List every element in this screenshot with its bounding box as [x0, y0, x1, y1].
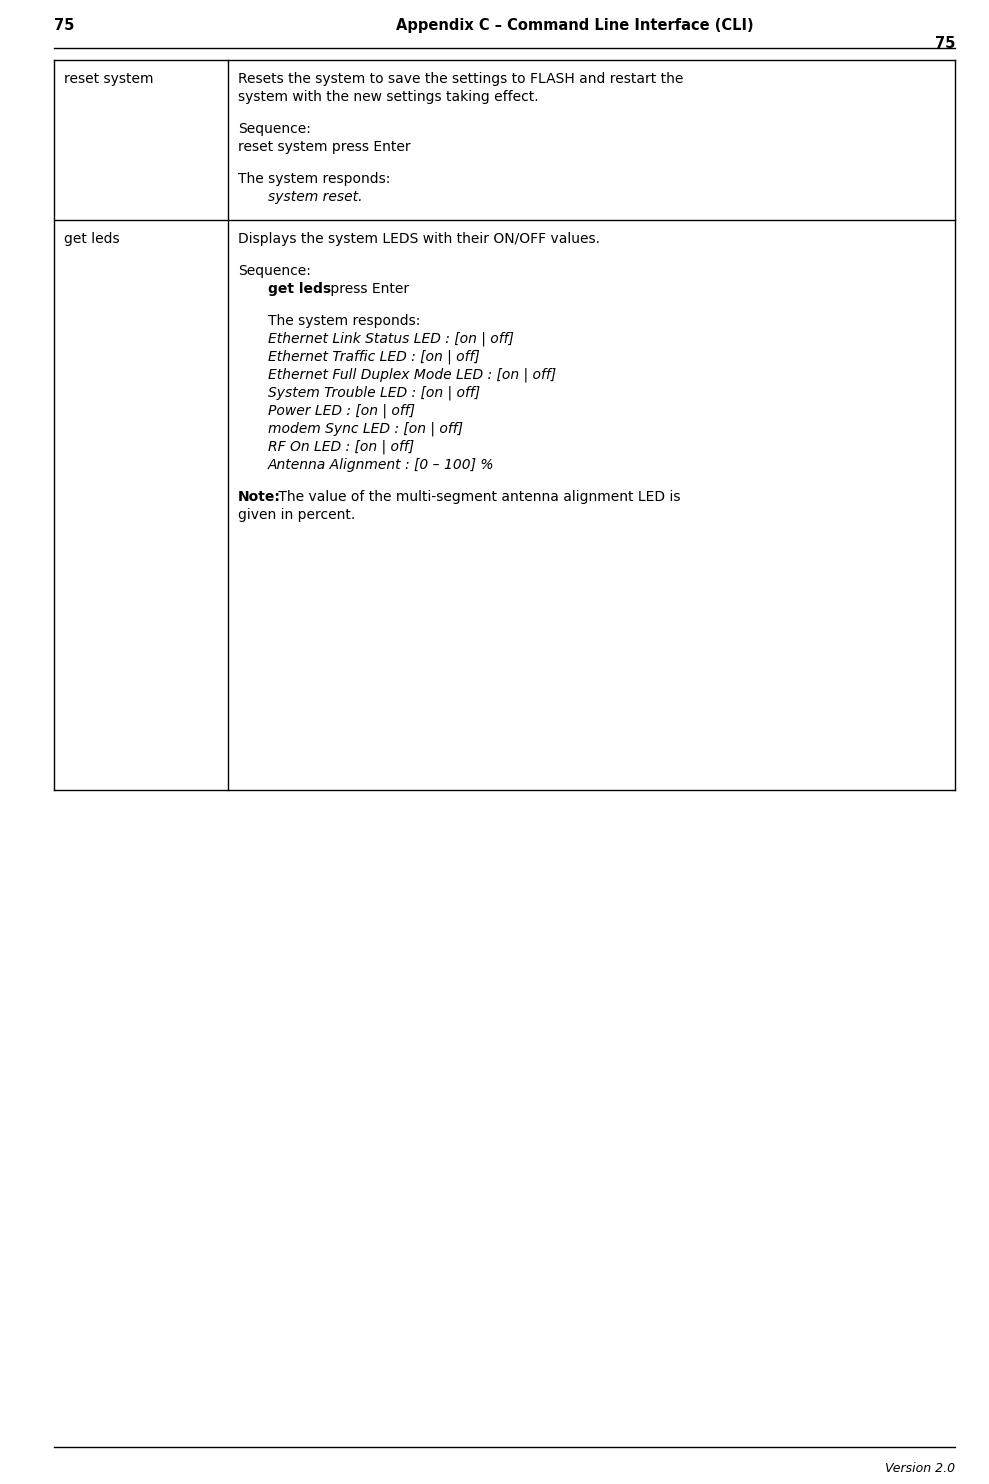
Text: Appendix C – Command Line Interface (CLI): Appendix C – Command Line Interface (CLI…: [396, 18, 754, 33]
Text: Antenna Alignment : [0 – 100] %: Antenna Alignment : [0 – 100] %: [268, 459, 494, 472]
Text: reset system press Enter: reset system press Enter: [238, 139, 410, 154]
Text: 75: 75: [935, 36, 955, 50]
Text: System Trouble LED : [on | off]: System Trouble LED : [on | off]: [268, 386, 480, 401]
Text: Resets the system to save the settings to FLASH and restart the: Resets the system to save the settings t…: [238, 73, 683, 86]
Text: The system responds:: The system responds:: [238, 172, 391, 186]
Text: RF On LED : [on | off]: RF On LED : [on | off]: [268, 439, 414, 454]
Text: system reset.: system reset.: [268, 190, 363, 203]
Text: given in percent.: given in percent.: [238, 508, 355, 522]
Text: Sequence:: Sequence:: [238, 122, 311, 137]
Text: reset system: reset system: [64, 73, 153, 86]
Text: Displays the system LEDS with their ON/OFF values.: Displays the system LEDS with their ON/O…: [238, 232, 600, 246]
Text: Ethernet Traffic LED : [on | off]: Ethernet Traffic LED : [on | off]: [268, 350, 480, 365]
Text: Power LED : [on | off]: Power LED : [on | off]: [268, 404, 415, 418]
Text: Ethernet Full Duplex Mode LED : [on | off]: Ethernet Full Duplex Mode LED : [on | of…: [268, 368, 556, 383]
Text: Version 2.0: Version 2.0: [885, 1462, 955, 1475]
Text: The system responds:: The system responds:: [268, 315, 420, 328]
Text: modem Sync LED : [on | off]: modem Sync LED : [on | off]: [268, 421, 463, 436]
Text: Note:: Note:: [238, 490, 281, 505]
Text: 75: 75: [54, 18, 74, 33]
Text: The value of the multi-segment antenna alignment LED is: The value of the multi-segment antenna a…: [274, 490, 680, 505]
Text: Ethernet Link Status LED : [on | off]: Ethernet Link Status LED : [on | off]: [268, 332, 514, 346]
Text: Sequence:: Sequence:: [238, 264, 311, 278]
Text: press Enter: press Enter: [325, 282, 408, 295]
Text: system with the new settings taking effect.: system with the new settings taking effe…: [238, 91, 539, 104]
Text: get leds: get leds: [268, 282, 331, 295]
Text: get leds: get leds: [64, 232, 120, 246]
